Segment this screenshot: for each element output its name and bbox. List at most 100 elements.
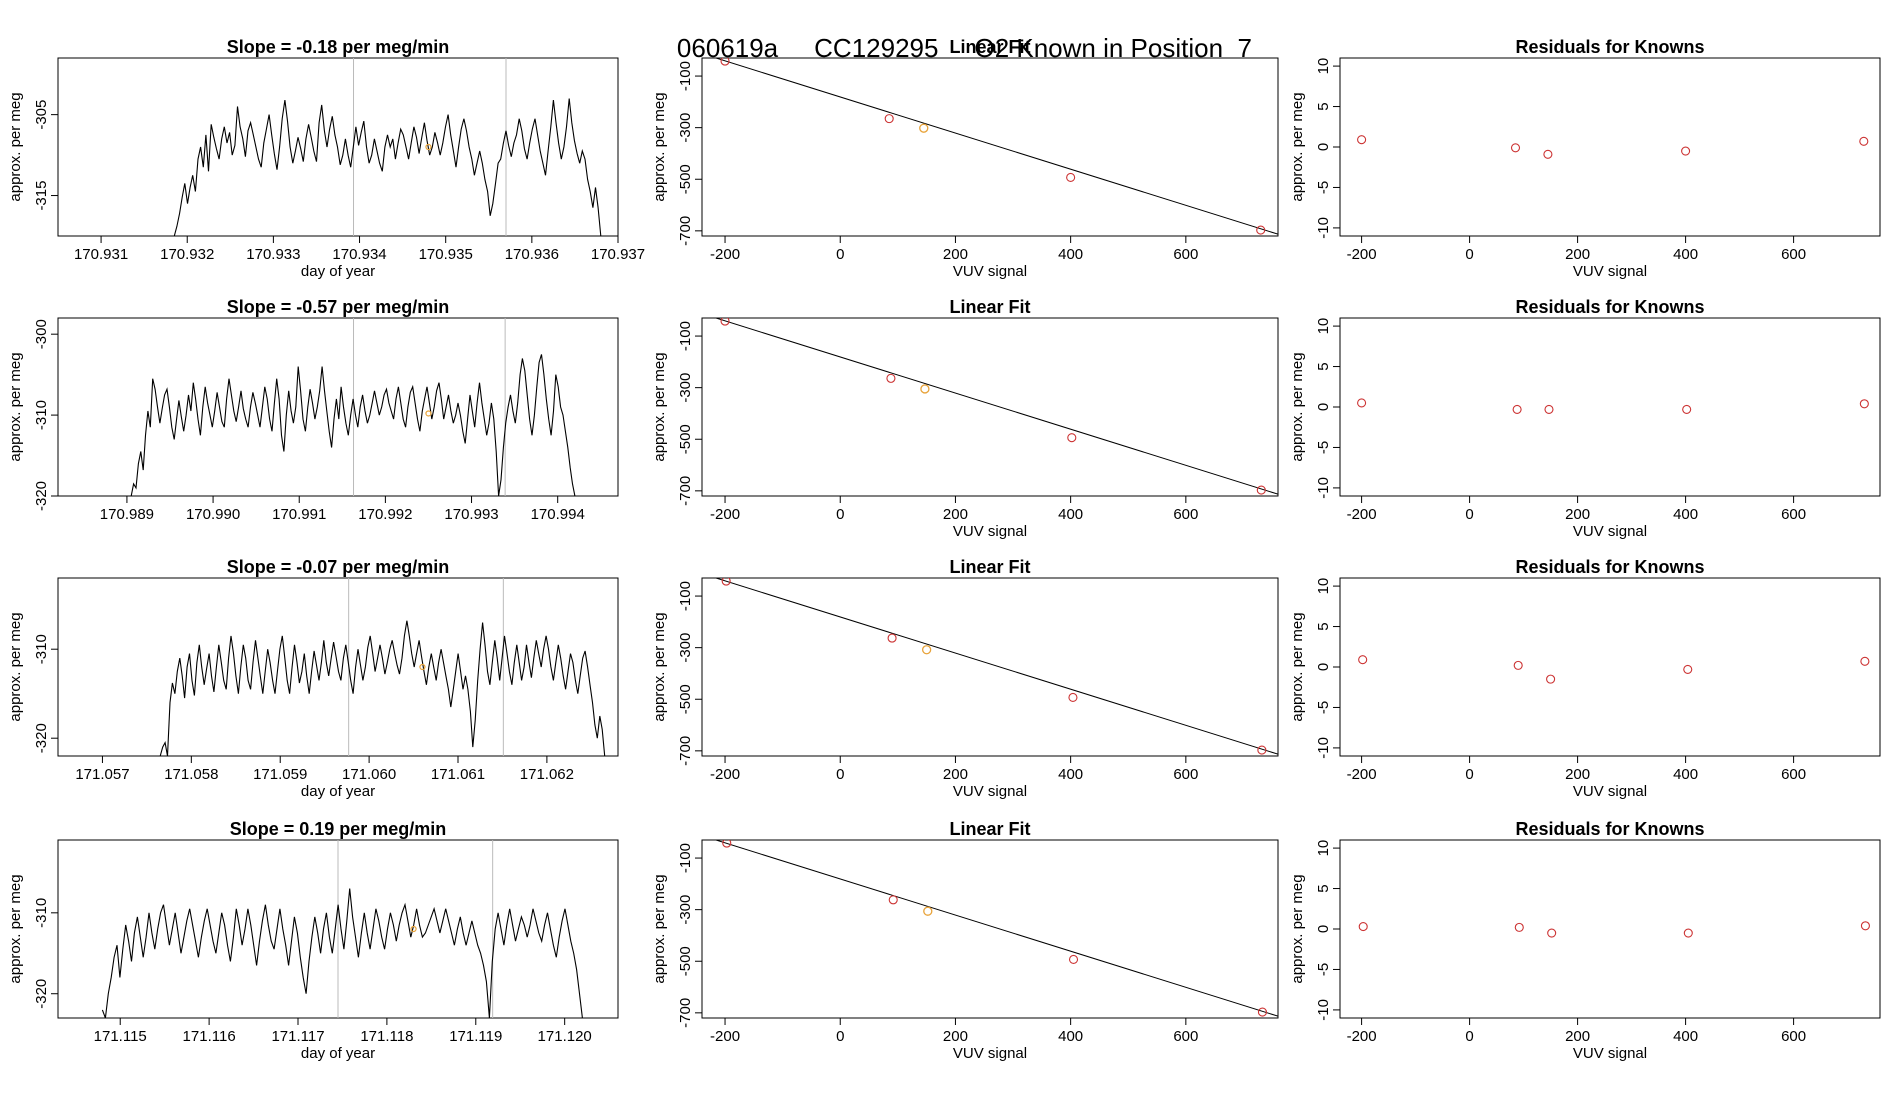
panel-1-3: Residuals for Knowns -200 0 200 400 600 -10 -5 0… (1289, 37, 1881, 280)
x-tick-label: -200 (1347, 1028, 1377, 1045)
plot-frame (57, 317, 619, 497)
panel-3-2: Linear Fit -200 0 200 400 600 -100 -300 -500 -700… (651, 557, 1279, 800)
plot-area (159, 578, 606, 756)
y-tick-label: -300 (677, 113, 694, 143)
known-point (722, 840, 732, 848)
y-axis-label: approx. per meg (7, 874, 24, 983)
x-tick-label: -200 (710, 1028, 740, 1045)
known-point (1510, 143, 1521, 153)
x-tick-label: 0 (836, 246, 844, 263)
x-tick-label: 171.117 (271, 1028, 324, 1045)
y-tick-label: -100 (677, 843, 694, 873)
highlight-point (419, 663, 426, 671)
x-tick-label: 0 (836, 1028, 844, 1045)
x-axis-label: day of year (301, 1045, 375, 1062)
known-point (1257, 1007, 1267, 1017)
y-tick-label: -10 (1315, 999, 1332, 1021)
y-tick-label: -500 (677, 164, 694, 194)
plot-area (714, 840, 1278, 1017)
y-axis-label: approx. per meg (7, 612, 24, 721)
known-point (888, 895, 898, 905)
x-tick-label: 400 (1673, 766, 1698, 783)
panel-title: Linear Fit (949, 819, 1030, 839)
x-tick-label: 600 (1781, 1028, 1806, 1045)
x-axis-label: VUV signal (1573, 523, 1647, 540)
highlight-point (921, 645, 932, 655)
panel-3-3: Residuals for Knowns -200 0 200 400 600 -10 -5 0… (1289, 557, 1881, 800)
x-tick-label: 171.115 (94, 1028, 147, 1045)
x-axis-label: day of year (301, 783, 375, 800)
y-tick-label: 5 (1315, 362, 1332, 370)
plot-area (101, 840, 583, 1018)
x-tick-label: 200 (1565, 766, 1590, 783)
known-point (1543, 149, 1553, 159)
signal-series-line (173, 98, 602, 236)
known-point (1546, 674, 1556, 684)
y-axis-label: approx. per meg (651, 92, 668, 201)
known-point (720, 318, 730, 326)
x-tick-label: 0 (836, 766, 844, 783)
y-axis-label: approx. per meg (1289, 352, 1306, 461)
x-tick-label: 171.116 (183, 1028, 236, 1045)
y-tick-label: -100 (677, 61, 694, 91)
panel-title: Linear Fit (949, 557, 1030, 577)
signal-series-line (159, 620, 606, 756)
y-axis-label: approx. per meg (651, 352, 668, 461)
panel-title: Residuals for Knowns (1515, 819, 1704, 839)
panel-2-1: Slope = -0.57 per meg/min 170.989 170.990 1… (7, 297, 619, 523)
x-tick-label: 600 (1781, 506, 1806, 523)
plot-frame (701, 57, 1279, 237)
y-axis-label: approx. per meg (7, 92, 24, 201)
known-point (1547, 928, 1557, 938)
panel-1-2: Linear Fit -200 0 200 400 600 -100 -300 -500 -700… (651, 37, 1279, 280)
known-point (1860, 656, 1870, 666)
known-point (1066, 172, 1076, 182)
panel-title: Linear Fit (949, 37, 1030, 57)
y-tick-label: -700 (677, 476, 694, 506)
x-tick-label: 171.057 (75, 766, 129, 783)
x-tick-label: 200 (943, 1028, 968, 1045)
x-axis-label: VUV signal (1573, 1045, 1647, 1062)
panel-title: Slope = -0.18 per meg/min (227, 37, 450, 57)
x-tick-label: -200 (1347, 246, 1377, 263)
x-tick-label: -200 (710, 766, 740, 783)
known-point (1860, 921, 1870, 931)
y-tick-label: 5 (1315, 102, 1332, 110)
plot-area (173, 58, 602, 236)
x-tick-label: 0 (836, 506, 844, 523)
x-tick-label: -200 (710, 246, 740, 263)
plot-area (714, 58, 1278, 235)
known-point (1513, 660, 1523, 670)
known-point (884, 114, 894, 124)
y-tick-label: -310 (33, 634, 50, 664)
x-axis-label: VUV signal (953, 263, 1027, 280)
known-point (1544, 404, 1554, 414)
plot-area (1358, 655, 1870, 684)
known-point (886, 373, 896, 383)
y-tick-label: 10 (1315, 318, 1332, 335)
highlight-point (410, 925, 417, 933)
x-tick-label: 170.933 (246, 246, 300, 263)
x-tick-label: 200 (1565, 1028, 1590, 1045)
x-tick-label: 400 (1673, 506, 1698, 523)
plot-frame (1339, 577, 1881, 757)
x-tick-label: 400 (1673, 1028, 1698, 1045)
highlight-point (919, 123, 929, 133)
plot-frame (57, 57, 619, 237)
plot-frame (1339, 839, 1881, 1019)
x-tick-label: 200 (943, 766, 968, 783)
x-tick-label: 400 (1058, 506, 1083, 523)
x-axis-label: VUV signal (953, 1045, 1027, 1062)
plot-area (714, 578, 1278, 755)
highlight-point (920, 384, 930, 394)
known-point (1512, 404, 1522, 414)
x-tick-label: 171.062 (520, 766, 574, 783)
x-tick-label: 400 (1673, 246, 1698, 263)
y-tick-label: -5 (1315, 701, 1332, 714)
known-point (721, 578, 731, 586)
panel-2-3: Residuals for Knowns -200 0 200 400 600 -10 -5 0… (1289, 297, 1881, 540)
y-tick-label: -300 (677, 633, 694, 663)
known-point (1358, 922, 1368, 932)
y-axis-label: approx. per meg (7, 352, 24, 461)
